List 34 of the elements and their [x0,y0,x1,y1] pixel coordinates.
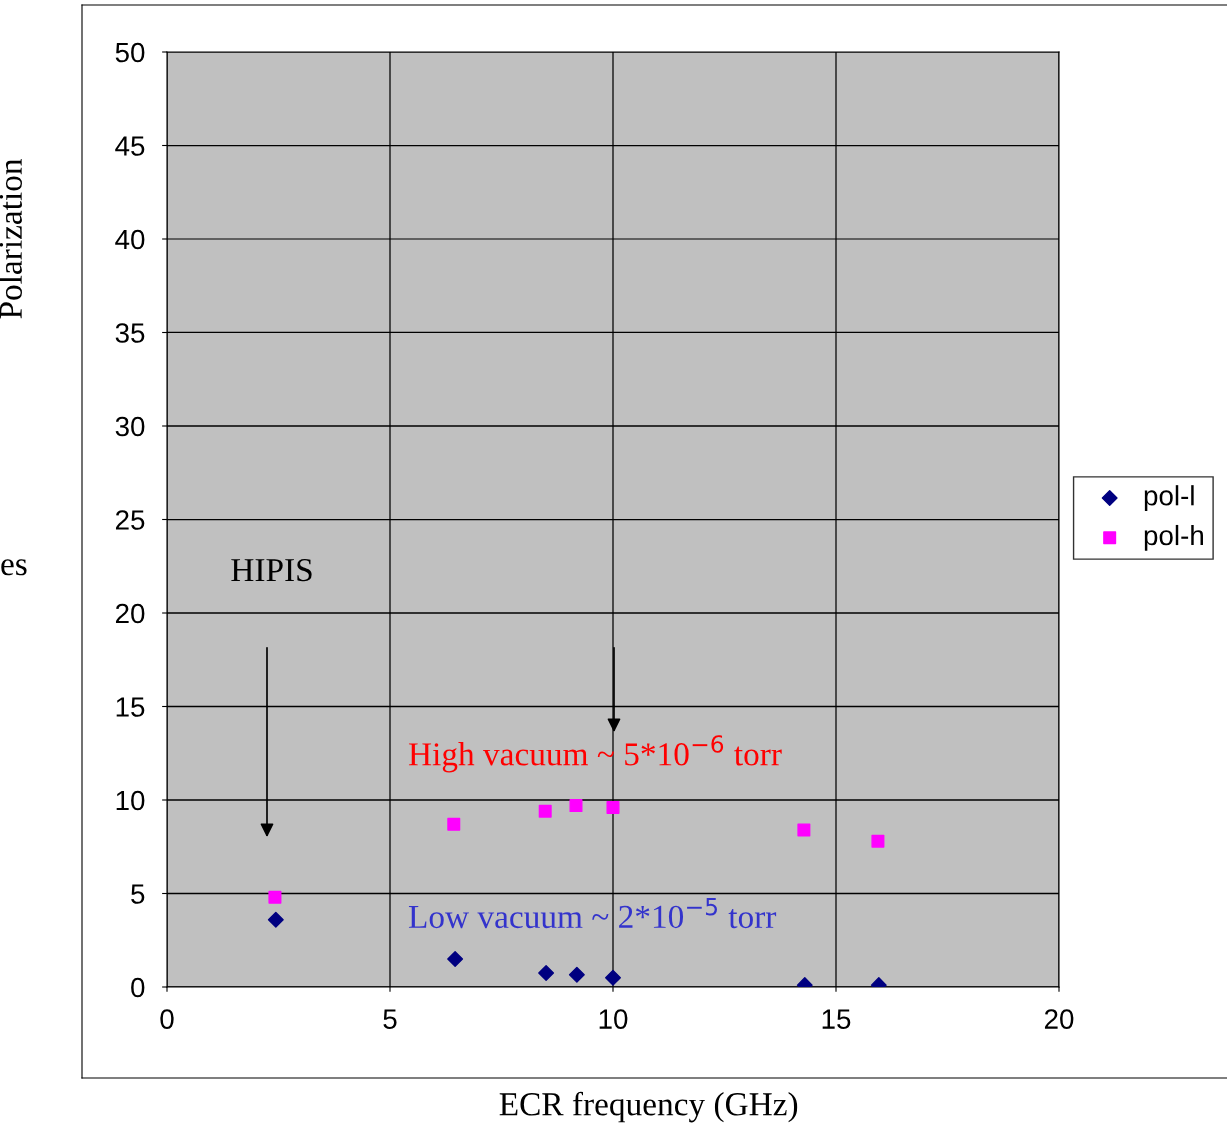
point [569,799,583,813]
y-tick-label: 0 [131,977,145,998]
point [871,834,885,848]
x-tick-label: 0 [160,1009,174,1029]
y-tick-label: 30 [115,416,145,437]
y-tick-label: 35 [115,323,145,343]
x-tick-label: 5 [383,1009,397,1029]
point [606,800,620,814]
y-tick-label: 10 [116,790,145,811]
point [568,966,585,983]
x-axis-title: ECR frequency (GHz) [499,1091,798,1123]
y-tick-label: 25 [115,510,145,530]
point [447,817,461,831]
point [605,969,621,986]
y-tick-label: 40 [115,229,145,250]
y-tick-label: 45 [115,136,145,156]
point [538,804,552,818]
text: es [1,559,27,576]
annotation: Low vacuum ~ 2*10$^{−5}$ torr [408,898,777,929]
legend-label: pol-h [1144,524,1203,551]
y-tick-label: 5 [131,884,145,904]
y-tick-label: 20 [115,603,145,624]
point [268,890,282,904]
y-tick-label: 50 [115,42,145,63]
point [538,964,555,981]
annotation: HIPIS [231,558,312,582]
point [267,911,284,928]
point [447,950,464,967]
y-tick-label: 15 [116,697,145,717]
x-tick-label: 10 [599,1009,628,1029]
x-tick-label: 15 [822,1009,851,1029]
point [797,823,811,837]
x-tick-label: 20 [1044,1009,1074,1029]
legend-label: pol-l [1144,485,1194,512]
